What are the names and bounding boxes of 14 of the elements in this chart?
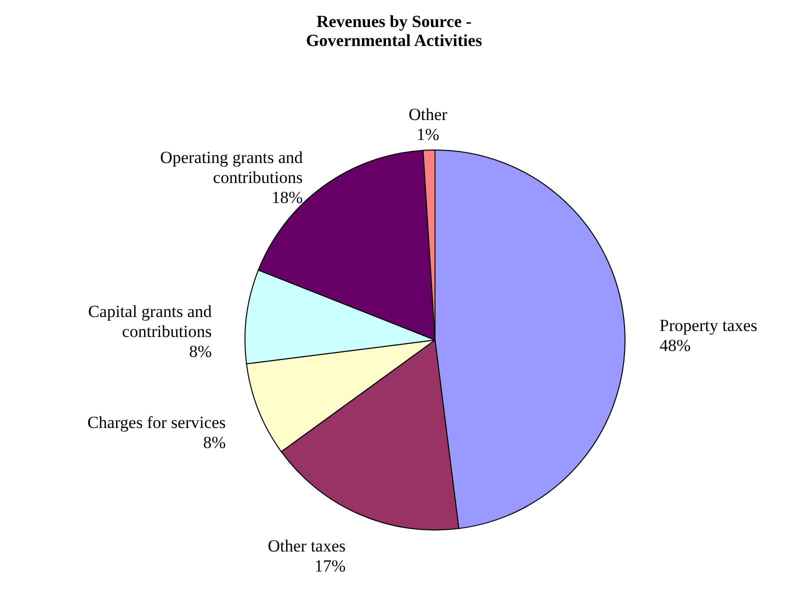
slice-label: Charges for services <box>87 412 226 432</box>
slice-label: Other taxes <box>268 536 346 556</box>
data-label: 8% <box>203 432 226 452</box>
data-label: 17% <box>314 556 346 576</box>
slice-label: Property taxes <box>660 316 758 335</box>
data-label: 1% <box>416 125 440 144</box>
slice-label: Capital grants and contributions <box>88 302 212 341</box>
data-label: 8% <box>189 342 212 361</box>
data-label: 48% <box>660 336 691 355</box>
slice-label: Other <box>408 105 448 124</box>
text: Governmental Activities <box>306 31 482 50</box>
slice-label: Operating grants and contributions <box>160 148 304 187</box>
text: Revenues by Source - <box>316 12 472 31</box>
data-label: 18% <box>272 188 303 207</box>
